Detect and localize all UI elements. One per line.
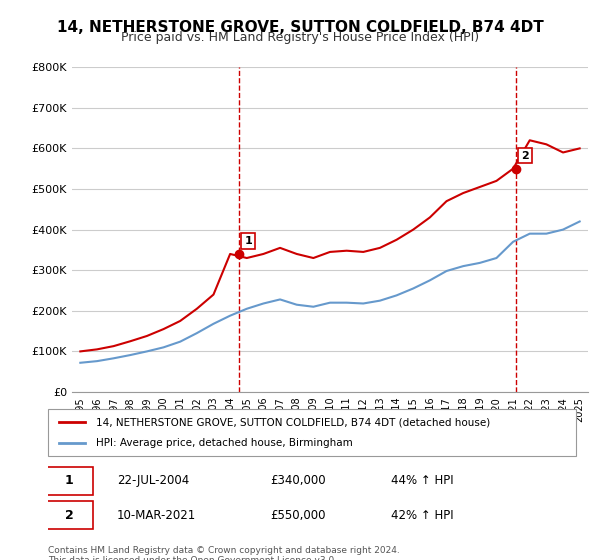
Text: 42% ↑ HPI: 42% ↑ HPI xyxy=(391,509,454,522)
Text: 44% ↑ HPI: 44% ↑ HPI xyxy=(391,474,454,487)
Text: 2: 2 xyxy=(65,509,73,522)
FancyBboxPatch shape xyxy=(46,501,93,529)
Text: 22-JUL-2004: 22-JUL-2004 xyxy=(116,474,189,487)
Text: 10-MAR-2021: 10-MAR-2021 xyxy=(116,509,196,522)
FancyBboxPatch shape xyxy=(46,466,93,494)
Text: 1: 1 xyxy=(244,236,252,246)
Text: Price paid vs. HM Land Registry's House Price Index (HPI): Price paid vs. HM Land Registry's House … xyxy=(121,31,479,44)
Text: 2: 2 xyxy=(521,151,529,161)
Text: 14, NETHERSTONE GROVE, SUTTON COLDFIELD, B74 4DT: 14, NETHERSTONE GROVE, SUTTON COLDFIELD,… xyxy=(56,20,544,35)
Text: HPI: Average price, detached house, Birmingham: HPI: Average price, detached house, Birm… xyxy=(95,438,352,448)
FancyBboxPatch shape xyxy=(48,409,576,456)
Text: Contains HM Land Registry data © Crown copyright and database right 2024.
This d: Contains HM Land Registry data © Crown c… xyxy=(48,546,400,560)
Text: 14, NETHERSTONE GROVE, SUTTON COLDFIELD, B74 4DT (detached house): 14, NETHERSTONE GROVE, SUTTON COLDFIELD,… xyxy=(95,417,490,427)
Text: £340,000: £340,000 xyxy=(270,474,325,487)
Text: £550,000: £550,000 xyxy=(270,509,325,522)
Text: 1: 1 xyxy=(65,474,73,487)
